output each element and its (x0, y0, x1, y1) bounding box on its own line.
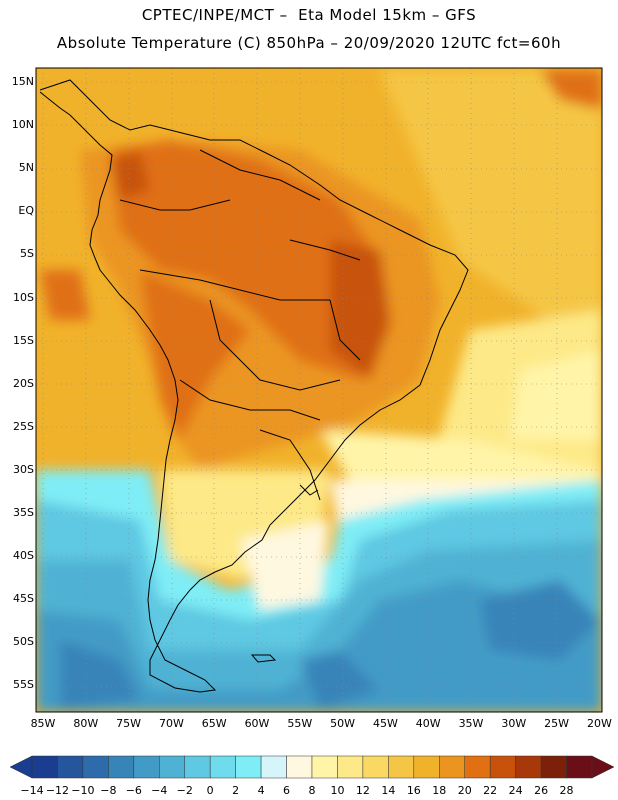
colorbar-swatch (57, 755, 84, 779)
temperature-field (36, 68, 602, 712)
lon-label: 80W (73, 717, 99, 730)
lat-label: 45S (13, 592, 34, 606)
colorbar (9, 755, 615, 779)
colorbar-swatch (413, 755, 440, 779)
lon-label: 70W (158, 717, 184, 730)
colorbar-tick-label: −6 (125, 784, 142, 797)
lon-label: 75W (116, 717, 142, 730)
colorbar-swatch (260, 755, 287, 779)
lon-label: 85W (30, 717, 56, 730)
colorbar-tick-label: 20 (457, 784, 472, 797)
colorbar-swatch (464, 755, 491, 779)
colorbar-swatch (489, 755, 516, 779)
colorbar-swatch (362, 755, 389, 779)
colorbar-swatch (235, 755, 262, 779)
colorbar-swatch (184, 755, 211, 779)
lon-label: 25W (544, 717, 570, 730)
lon-label: 65W (201, 717, 227, 730)
lat-label: 55S (13, 678, 34, 692)
colorbar-tick-label: 4 (257, 784, 265, 797)
colorbar-swatch (566, 755, 593, 779)
colorbar-swatch (311, 755, 338, 779)
lon-label: 30W (501, 717, 527, 730)
colorbar-swatch (209, 755, 236, 779)
lat-label: 10N (11, 118, 34, 132)
colorbar-tick-label: −14 (20, 784, 44, 797)
lon-label: 40W (415, 717, 441, 730)
colorbar-tick-label: 16 (406, 784, 421, 797)
colorbar-swatch (337, 755, 364, 779)
colorbar-tick-label: 24 (508, 784, 523, 797)
colorbar-tick-label: 18 (432, 784, 447, 797)
colorbar-tick-label: −4 (151, 784, 168, 797)
colorbar-swatch (286, 755, 313, 779)
lat-label: 25S (13, 419, 34, 433)
lat-label: 30S (13, 462, 34, 476)
colorbar-tick-label: 12 (355, 784, 370, 797)
colorbar-tick-label: −2 (176, 784, 193, 797)
colorbar-tick-label: −12 (45, 784, 70, 797)
lon-label: 60W (244, 717, 270, 730)
colorbar-tick-label: 2 (232, 784, 240, 797)
lat-label: 5S (20, 247, 34, 261)
colorbar-arrow-high (591, 755, 615, 779)
lon-label: 55W (287, 717, 313, 730)
lat-label: 35S (13, 506, 34, 519)
colorbar-tick-label: −8 (100, 784, 117, 797)
colorbar-swatch (540, 755, 567, 779)
map-title: CPTEC/INPE/MCT – Eta Model 15km – GFS (141, 6, 477, 24)
colorbar-swatch (82, 755, 109, 779)
coastlines (39, 79, 469, 693)
colorbar-swatch (439, 755, 465, 779)
colorbar-tick-label: 8 (308, 784, 316, 797)
lat-label: 15S (13, 333, 34, 347)
colorbar-tick-label: 28 (559, 784, 574, 797)
lon-label: 50W (330, 717, 356, 730)
colorbar-tick-label: 0 (206, 784, 214, 797)
colorbar-tick-label: 26 (534, 784, 549, 797)
colorbar-tick-label: 14 (381, 784, 396, 797)
lat-label: EQ (18, 204, 34, 218)
colorbar-swatch (133, 755, 160, 779)
lon-label: 35W (458, 717, 484, 730)
colorbar-swatch (108, 755, 135, 779)
colorbar-tick-label: 22 (483, 784, 498, 797)
colorbar-tick-label: 10 (330, 784, 345, 797)
colorbar-tick-label: 6 (283, 784, 291, 797)
map-frame (35, 67, 603, 713)
lat-label: 15N (11, 75, 34, 88)
lat-label: 20S (13, 376, 34, 390)
lon-label: 45W (372, 717, 398, 730)
colorbar-swatch (31, 755, 58, 779)
colorbar-swatch (515, 755, 542, 779)
map-subtitle: Absolute Temperature (C) 850hPa – 20/09/… (56, 34, 562, 52)
lat-label: 5N (18, 161, 34, 175)
colorbar-swatch (159, 755, 185, 779)
lat-label: 50S (13, 635, 34, 649)
colorbar-swatch (388, 755, 415, 779)
colorbar-arrow-low (9, 755, 33, 779)
lat-label: 10S (13, 290, 34, 304)
lon-label: 20W (586, 717, 612, 730)
lat-label: 40S (13, 549, 34, 563)
colorbar-tick-label: −10 (71, 784, 95, 797)
